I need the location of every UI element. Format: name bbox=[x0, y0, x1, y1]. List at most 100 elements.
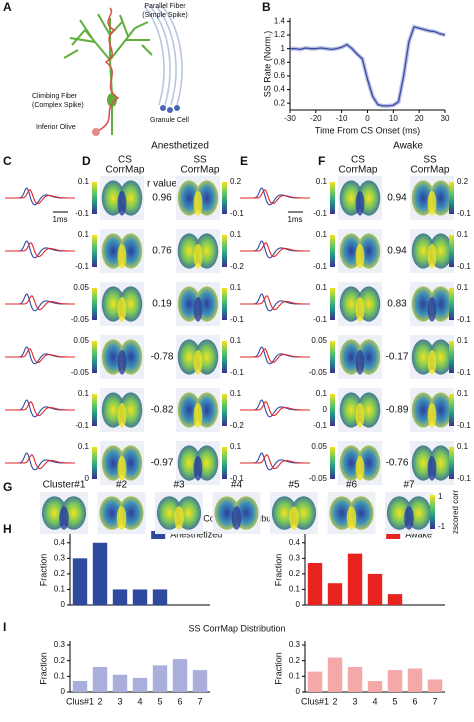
map-center bbox=[193, 402, 203, 428]
colorbar bbox=[222, 447, 227, 479]
y-axis-label: Fraction bbox=[38, 652, 48, 685]
x-tick-label: Clus#1 bbox=[66, 696, 94, 706]
colorbar-label: -0.1 bbox=[457, 315, 471, 324]
bar bbox=[367, 573, 383, 605]
colorbar-label: 0.1 bbox=[78, 442, 90, 451]
y-tick-label: 0 bbox=[296, 687, 301, 696]
panel-label: A bbox=[3, 0, 12, 14]
x-tick-label: 5 bbox=[392, 696, 397, 706]
bar bbox=[427, 679, 443, 692]
panel-label: E bbox=[240, 154, 248, 168]
colorbar-label: -0.1 bbox=[75, 209, 89, 218]
waveform bbox=[5, 189, 75, 205]
colorbar-label: 0 bbox=[85, 474, 90, 483]
colorbar bbox=[449, 235, 454, 267]
colorbar bbox=[330, 182, 335, 214]
colorbar bbox=[222, 235, 227, 267]
colorbar-label: -0.1 bbox=[230, 315, 244, 324]
y-axis-label: Fraction bbox=[273, 554, 283, 587]
panel-label: G bbox=[3, 480, 12, 494]
y-tick-label: 0.2 bbox=[274, 98, 286, 107]
y-tick-label: 0.2 bbox=[54, 656, 66, 665]
colorbar-title: zscored corr bbox=[451, 490, 460, 534]
colorbar-label: -0.1 bbox=[457, 262, 471, 271]
bar bbox=[347, 553, 363, 605]
waveform bbox=[5, 454, 76, 470]
y-tick-label: 0.4 bbox=[289, 538, 301, 547]
colorbar-label: 0.1 bbox=[457, 389, 469, 398]
colorbar-label: -0.05 bbox=[71, 315, 90, 324]
bar bbox=[367, 681, 383, 692]
colorbar-label: -0.2 bbox=[230, 421, 244, 430]
bar bbox=[172, 659, 188, 692]
waveform bbox=[5, 452, 75, 471]
y-tick-label: 0 bbox=[296, 600, 301, 609]
waveform bbox=[240, 454, 311, 470]
colorbar bbox=[330, 288, 335, 320]
cluster-label: Cluster#1 bbox=[43, 480, 86, 491]
colorbar-label: -0.1 bbox=[75, 262, 89, 271]
bar bbox=[192, 670, 208, 692]
r-value: 0.94 bbox=[387, 193, 407, 204]
colorbar-label: -0.1 bbox=[313, 421, 327, 430]
legend-swatch bbox=[386, 531, 401, 539]
x-tick-label: 2 bbox=[332, 696, 337, 706]
colorbar-label: -0.05 bbox=[71, 368, 90, 377]
map-center bbox=[117, 243, 127, 269]
map-center bbox=[117, 190, 127, 216]
colorbar-label: 0.1 bbox=[78, 389, 90, 398]
colorbar bbox=[330, 447, 335, 479]
waveform bbox=[240, 348, 310, 364]
x-tick-label: -20 bbox=[310, 114, 322, 123]
x-tick-label: 5 bbox=[157, 696, 162, 706]
bar bbox=[307, 671, 323, 692]
bar bbox=[152, 665, 168, 692]
map-center bbox=[193, 243, 203, 269]
bar bbox=[327, 657, 343, 692]
x-tick-label: -30 bbox=[284, 114, 296, 123]
colorbar-label: 0.1 bbox=[78, 177, 90, 186]
scale-bar-label: 1ms bbox=[287, 215, 302, 224]
colorbar-label: -0.1 bbox=[457, 474, 471, 483]
colorbar bbox=[449, 288, 454, 320]
map-center bbox=[231, 506, 242, 530]
line bbox=[290, 26, 446, 107]
colorbar bbox=[449, 341, 454, 373]
r-value: 0.19 bbox=[152, 299, 172, 310]
map-center bbox=[193, 296, 203, 322]
waveform bbox=[5, 348, 75, 364]
r-value: 0.94 bbox=[387, 246, 407, 257]
map-center bbox=[289, 506, 299, 530]
r-value: -0.78 bbox=[151, 352, 174, 363]
map-center bbox=[346, 506, 357, 530]
y-tick-label: 1.4 bbox=[274, 17, 286, 26]
y-tick-label: 0.6 bbox=[274, 71, 286, 80]
colorbar-label: -0.1 bbox=[75, 421, 89, 430]
map-center bbox=[193, 455, 203, 481]
colorbar bbox=[449, 394, 454, 426]
map-center bbox=[427, 349, 437, 375]
y-tick-label: 0.4 bbox=[274, 85, 286, 94]
annotation: Parallel Fiber bbox=[144, 3, 186, 10]
annotation: Inferior Olive bbox=[36, 124, 76, 131]
x-tick-label: 7 bbox=[432, 696, 437, 706]
y-tick-label: 0 bbox=[61, 687, 66, 696]
x-tick-label: 0 bbox=[365, 114, 370, 123]
colorbar-label: 0.1 bbox=[457, 442, 469, 451]
colorbar-label: 0.05 bbox=[73, 283, 89, 292]
r-value: -0.89 bbox=[386, 405, 409, 416]
column-header: CorrMap bbox=[339, 165, 378, 176]
panel-label: D bbox=[82, 154, 91, 168]
colorbar-label: -1 bbox=[438, 522, 446, 531]
x-tick-label: 2 bbox=[97, 696, 102, 706]
map-center bbox=[117, 455, 127, 481]
waveform bbox=[5, 295, 76, 311]
cluster-label: #5 bbox=[288, 480, 300, 491]
x-tick-label: 6 bbox=[177, 696, 182, 706]
annotation: Granule Cell bbox=[150, 117, 189, 124]
colorbar-label: 0.2 bbox=[230, 177, 242, 186]
y-tick-label: 0.8 bbox=[274, 57, 286, 66]
y-axis-label: SS Rate (Norm.) bbox=[262, 31, 272, 98]
colorbar-label: 1 bbox=[438, 492, 443, 501]
colorbar-label: 0.1 bbox=[230, 442, 242, 451]
